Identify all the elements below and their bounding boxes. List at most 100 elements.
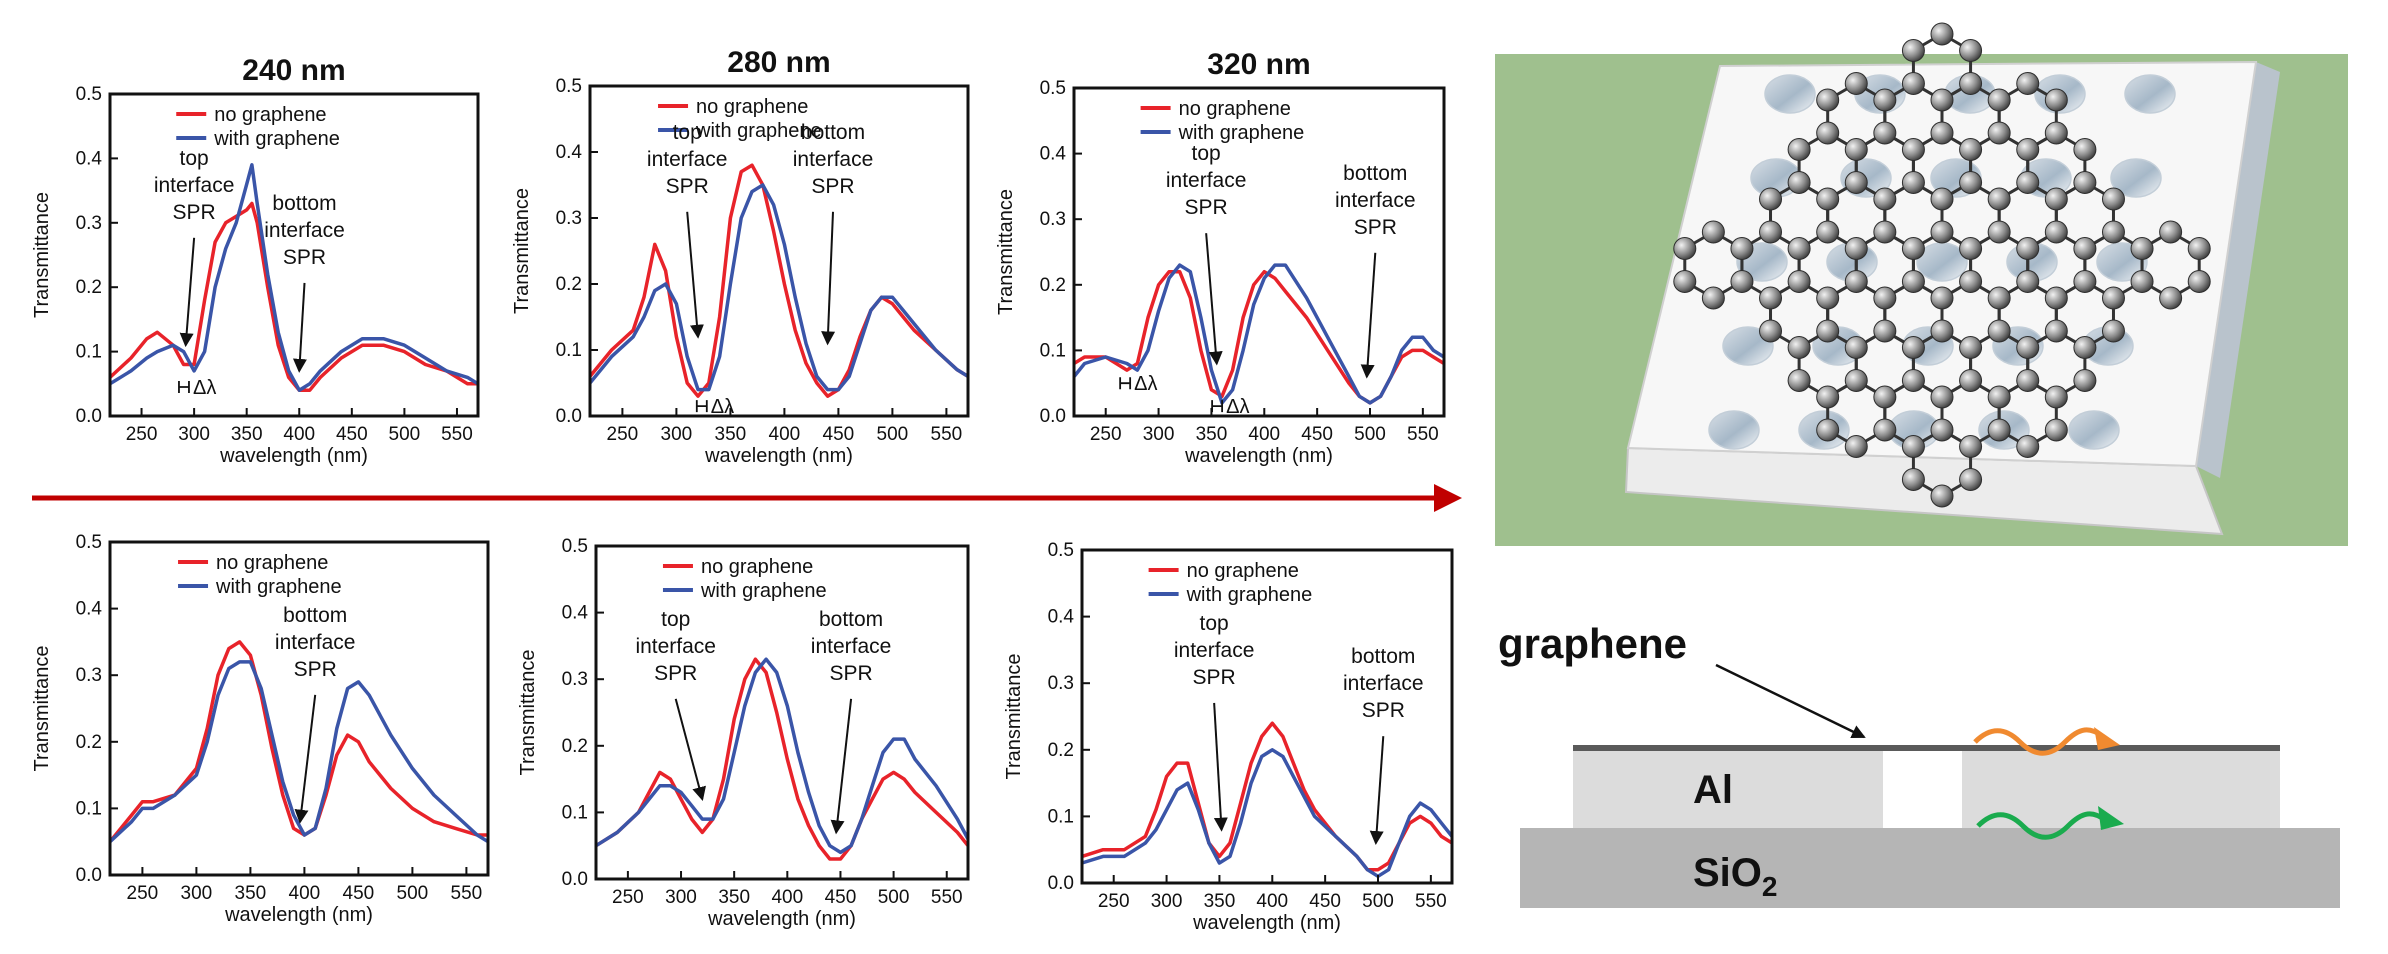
delta-lambda-label: Δλ bbox=[1134, 373, 1157, 395]
graphene-layer bbox=[1573, 745, 2280, 751]
carbon-atom bbox=[1787, 369, 1811, 392]
plot-frame bbox=[594, 544, 970, 881]
carbon-atom bbox=[1701, 220, 1725, 244]
carbon-atom bbox=[1987, 187, 2011, 211]
annotation-text: SPR bbox=[1362, 699, 1405, 722]
y-tick-label: 0.1 bbox=[1048, 806, 1074, 827]
plot-frame bbox=[588, 84, 970, 418]
y-tick-label: 0.4 bbox=[76, 599, 103, 620]
x-tick-label: 400 bbox=[283, 424, 315, 445]
y-tick-label: 0.4 bbox=[562, 603, 589, 624]
annotation-text: SPR bbox=[173, 201, 216, 224]
carbon-atom bbox=[2073, 336, 2097, 359]
graphene-lattice bbox=[1673, 22, 2211, 508]
annotation-text: SPR bbox=[1185, 196, 1228, 219]
carbon-atom bbox=[1787, 138, 1811, 161]
carbon-atom bbox=[1901, 138, 1925, 161]
chart-panel-4: 250 300 350 400 450 500 550 0.0 0.1 0.2 0.3 0.4 0.5 w… bbox=[31, 532, 490, 926]
carbon-atom bbox=[2016, 336, 2040, 359]
slab-right-side bbox=[2196, 62, 2280, 478]
x-tick-label: 350 bbox=[231, 424, 263, 445]
carbon-atom bbox=[1901, 39, 1925, 62]
carbon-atom bbox=[1816, 187, 1840, 211]
carbon-atom bbox=[1787, 171, 1811, 194]
legend-label-no-graphene: no graphene bbox=[701, 556, 813, 578]
carbon-atom bbox=[1759, 319, 1783, 343]
al-block-left bbox=[1573, 750, 1883, 828]
x-tick-label: 300 bbox=[665, 887, 697, 908]
delta-lambda-label: Δλ bbox=[1226, 396, 1249, 418]
y-tick-label: 0.3 bbox=[556, 208, 582, 229]
annotation-arrow bbox=[1205, 233, 1223, 366]
carbon-atom bbox=[1930, 286, 1954, 310]
sio2-label-main: SiO bbox=[1693, 851, 1762, 895]
carbon-atom bbox=[1816, 220, 1840, 244]
carbon-atom bbox=[1930, 220, 1954, 244]
annotation-text: SPR bbox=[654, 662, 697, 685]
carbon-atom bbox=[1759, 220, 1783, 244]
carbon-atom bbox=[2044, 286, 2068, 310]
y-tick-label: 0.5 bbox=[76, 532, 102, 553]
nanohole bbox=[2110, 158, 2162, 198]
carbon-atom bbox=[2159, 220, 2183, 244]
carbon-atom bbox=[2016, 237, 2040, 260]
y-tick-label: 0.1 bbox=[76, 342, 102, 363]
annotation-text: SPR bbox=[666, 175, 709, 198]
annotation-text: bottom bbox=[801, 121, 865, 144]
annotation-text: top bbox=[661, 608, 690, 631]
y-tick-label: 0.1 bbox=[562, 802, 588, 823]
x-tick-label: 550 bbox=[931, 887, 963, 908]
delta-lambda-bracket bbox=[178, 381, 190, 394]
carbon-atom bbox=[2044, 187, 2068, 211]
annotation-text: interface bbox=[264, 219, 345, 242]
carbon-atom bbox=[2101, 319, 2125, 343]
x-tick-label: 550 bbox=[1407, 424, 1439, 445]
y-tick-label: 0.5 bbox=[76, 84, 102, 105]
carbon-atom bbox=[1844, 270, 1868, 293]
top-plasmon-wave bbox=[1973, 727, 2104, 756]
x-tick-label: 250 bbox=[1098, 891, 1130, 912]
al-block-right bbox=[1962, 750, 2280, 828]
sio2-label-subscript: 2 bbox=[1762, 871, 1778, 902]
carbon-atom bbox=[1901, 171, 1925, 194]
annotation-text: bottom bbox=[272, 192, 336, 215]
y-tick-label: 0.1 bbox=[556, 340, 582, 361]
top-plasmon-arrowhead bbox=[2094, 727, 2120, 750]
carbon-atom bbox=[1873, 286, 1897, 310]
y-tick-label: 0.2 bbox=[1048, 740, 1074, 761]
legend-label-no-graphene: no graphene bbox=[214, 104, 326, 126]
annotation-text: bottom bbox=[1343, 162, 1407, 185]
carbon-atom bbox=[2044, 418, 2068, 442]
delta-lambda-label: Δλ bbox=[711, 396, 734, 418]
y-tick-label: 0.3 bbox=[1048, 673, 1074, 694]
legend-label-no-graphene: no graphene bbox=[696, 96, 808, 118]
series-line-no-graphene bbox=[588, 163, 969, 398]
carbon-atom bbox=[2016, 171, 2040, 194]
x-tick-label: 450 bbox=[343, 883, 375, 904]
x-tick-label: 500 bbox=[389, 424, 421, 445]
carbon-atom bbox=[1930, 484, 1954, 508]
carbon-atom bbox=[1959, 435, 1983, 458]
carbon-atom bbox=[1701, 286, 1725, 310]
annotation-text: SPR bbox=[294, 658, 337, 681]
x-tick-label: 350 bbox=[1204, 891, 1236, 912]
y-tick-label: 0.2 bbox=[76, 277, 102, 298]
y-tick-label: 0.4 bbox=[1048, 607, 1075, 628]
carbon-atom bbox=[1816, 418, 1840, 442]
series-line-no-graphene bbox=[595, 657, 970, 861]
y-tick-label: 0.5 bbox=[1040, 78, 1066, 99]
y-axis-label: Transmittance bbox=[517, 650, 539, 776]
annotation-text: top bbox=[673, 121, 702, 144]
carbon-atom bbox=[1873, 385, 1897, 409]
carbon-atom bbox=[1901, 435, 1925, 458]
carbon-atom bbox=[1873, 418, 1897, 442]
carbon-atom bbox=[2073, 237, 2097, 260]
carbon-atom bbox=[1930, 22, 1954, 46]
nanohole bbox=[2068, 410, 2120, 450]
carbon-atom bbox=[2016, 270, 2040, 293]
x-axis-label: wavelength (nm) bbox=[704, 445, 853, 467]
series-line-with-graphene bbox=[595, 657, 970, 855]
carbon-atom bbox=[1873, 88, 1897, 112]
y-tick-label: 0.0 bbox=[562, 869, 588, 890]
annotation-text: bottom bbox=[1351, 645, 1415, 668]
